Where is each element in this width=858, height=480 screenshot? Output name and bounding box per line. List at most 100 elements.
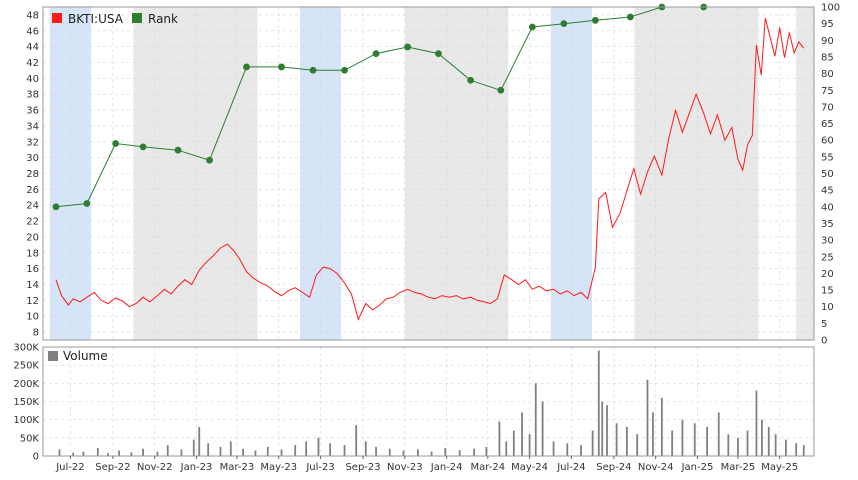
price-y-tick-label: 14 bbox=[26, 280, 39, 291]
legend-swatch-bkti bbox=[52, 13, 62, 23]
rank-point bbox=[174, 146, 182, 154]
x-tick-label: Jan-23 bbox=[180, 462, 213, 473]
price-y-tick-label: 38 bbox=[26, 90, 39, 101]
volume-bar bbox=[646, 379, 649, 456]
volume-bar bbox=[652, 412, 654, 456]
volume-bar bbox=[727, 434, 730, 456]
volume-bar bbox=[660, 397, 663, 456]
volume-bar bbox=[329, 443, 332, 456]
volume-bar bbox=[681, 419, 684, 456]
volume-bar bbox=[242, 448, 245, 456]
rank-y-tick-label: 75 bbox=[821, 86, 834, 97]
rank-y-tick-label: 80 bbox=[821, 69, 834, 80]
rank-y-tick-label: 20 bbox=[821, 269, 834, 280]
price-y-tick-label: 28 bbox=[26, 169, 39, 180]
volume-bar bbox=[388, 448, 391, 456]
price-y-tick-label: 36 bbox=[26, 106, 39, 117]
volume-bar bbox=[375, 446, 377, 456]
rank-y-tick-label: 40 bbox=[821, 202, 834, 213]
price-y-tick-label: 18 bbox=[26, 248, 39, 259]
rank-point bbox=[243, 63, 250, 71]
volume-bar bbox=[693, 423, 696, 456]
volume-bar bbox=[505, 441, 508, 456]
rank-point bbox=[139, 143, 147, 151]
volume-bar bbox=[737, 437, 739, 456]
volume-bar bbox=[96, 448, 99, 456]
volume-bar bbox=[566, 443, 569, 456]
price-y-tick-label: 42 bbox=[26, 58, 39, 69]
volume-bar bbox=[597, 350, 600, 456]
volume-bar bbox=[180, 449, 183, 456]
x-tick-label: Nov-23 bbox=[387, 462, 423, 473]
x-tick-label: Nov-22 bbox=[137, 462, 173, 473]
volume-legend: Volume bbox=[48, 349, 108, 363]
legend-swatch-rank bbox=[132, 13, 142, 23]
price-y-tick-label: 24 bbox=[26, 201, 39, 212]
rank-point bbox=[528, 23, 536, 31]
volume-bar bbox=[615, 423, 618, 456]
volume-bar bbox=[58, 449, 61, 456]
volume-bar bbox=[785, 439, 787, 456]
rank-y-tick-label: 65 bbox=[821, 119, 834, 130]
volume-bar bbox=[364, 441, 367, 456]
volume-bar bbox=[521, 412, 523, 456]
volume-bar bbox=[512, 430, 515, 456]
x-tick-label: May-24 bbox=[511, 462, 548, 473]
volume-bar bbox=[166, 445, 169, 456]
volume-bar bbox=[294, 445, 297, 456]
x-tick-label: Sep-22 bbox=[95, 462, 130, 473]
volume-bar bbox=[580, 445, 582, 456]
legend-label-rank: Rank bbox=[148, 12, 178, 26]
volume-bar bbox=[473, 448, 475, 456]
volume-panel: 0 50K 100K 150K 200K 250K 300K Jul-22 Sep-22 Nov-… bbox=[13, 343, 815, 473]
volume-bar bbox=[591, 430, 594, 456]
rank-point bbox=[112, 140, 120, 147]
volume-bar bbox=[355, 425, 358, 456]
rank-y-tick-label: 35 bbox=[821, 219, 834, 230]
rank-y-tick-label: 15 bbox=[821, 286, 834, 297]
volume-bar bbox=[444, 448, 447, 456]
rank-point bbox=[278, 63, 285, 71]
rank-y-tick-label: 25 bbox=[821, 252, 834, 263]
volume-bar bbox=[118, 450, 120, 456]
volume-bar bbox=[280, 449, 283, 456]
rank-point bbox=[404, 43, 411, 51]
price-y-tick-label: 16 bbox=[26, 264, 39, 275]
rank-point bbox=[83, 200, 91, 207]
rank-point bbox=[467, 76, 475, 84]
volume-bar bbox=[207, 443, 210, 456]
rank-y-tick-label: 45 bbox=[821, 186, 834, 197]
volume-y-tick-label: 150K bbox=[13, 397, 39, 408]
volume-bar bbox=[636, 434, 639, 456]
volume-bar bbox=[626, 426, 628, 456]
rank-y-tick-label: 100 bbox=[821, 3, 840, 14]
rank-y-tick-label: 95 bbox=[821, 19, 834, 30]
volume-bar bbox=[305, 441, 308, 456]
volume-bar bbox=[761, 419, 763, 456]
volume-y-tick-label: 200K bbox=[13, 379, 39, 390]
price-y-tick-label: 48 bbox=[26, 10, 39, 21]
volume-bar bbox=[528, 434, 531, 456]
legend-label-volume: Volume bbox=[63, 349, 108, 363]
volume-bar bbox=[266, 446, 269, 456]
volume-bar bbox=[552, 441, 555, 456]
x-tick-label: Jul-22 bbox=[55, 462, 84, 473]
price-legend: BKTI:USA Rank bbox=[52, 12, 178, 26]
volume-bar bbox=[254, 450, 257, 456]
rank-y-tick-label: 0 bbox=[821, 336, 827, 347]
price-y-tick-label: 12 bbox=[26, 296, 39, 307]
rank-y-tick-label: 90 bbox=[821, 36, 834, 47]
volume-bar bbox=[192, 439, 195, 456]
volume-bar bbox=[706, 426, 708, 456]
volume-y-tick-label: 250K bbox=[13, 361, 39, 372]
volume-y-tick-label: 300K bbox=[13, 343, 39, 354]
rank-point bbox=[497, 86, 505, 94]
volume-bar bbox=[130, 452, 133, 456]
volume-bar bbox=[601, 401, 604, 456]
rank-point bbox=[52, 203, 60, 211]
price-y-tick-label: 8 bbox=[33, 328, 39, 339]
x-tick-label: Mar-24 bbox=[471, 462, 506, 473]
price-y-tick-label: 30 bbox=[26, 153, 39, 164]
price-y-tick-label: 40 bbox=[26, 74, 39, 85]
rank-y-tick-label: 85 bbox=[821, 52, 834, 63]
